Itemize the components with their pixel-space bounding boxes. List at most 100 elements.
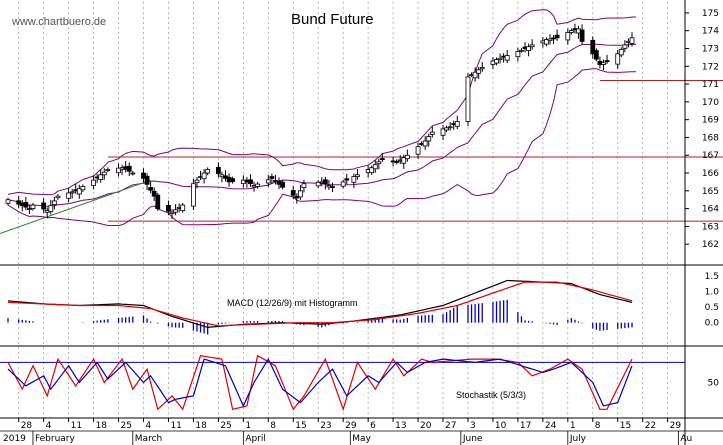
price-tick-label: 167	[702, 151, 719, 161]
date-tick-label: 20	[420, 421, 432, 431]
vertical-grid	[18, 2, 669, 418]
stochastic-panel	[0, 354, 685, 412]
candle-body	[615, 53, 621, 65]
candle-body	[579, 29, 585, 42]
date-tick-label: 28	[21, 421, 33, 431]
candle-body	[554, 34, 560, 39]
axes: 1621631641651661671681691701711721731741…	[0, 9, 723, 445]
date-tick-label: 29	[670, 421, 682, 431]
candle-body	[166, 205, 171, 212]
candle-body	[26, 208, 32, 211]
candle-body	[330, 186, 335, 188]
candle-body	[401, 157, 407, 164]
candle-body	[116, 167, 121, 174]
candle-body	[66, 192, 72, 199]
candle-body	[23, 202, 29, 208]
date-tick-label: 1	[245, 421, 251, 431]
candle-body	[169, 211, 175, 214]
macd-tick-label: 1.0	[705, 287, 720, 297]
candle-body	[551, 37, 556, 40]
chart-title: Bund Future	[291, 11, 374, 28]
price-tick-label: 165	[702, 187, 719, 197]
month-label: June	[462, 434, 483, 444]
candle-body	[369, 167, 375, 174]
candle-body	[479, 67, 485, 70]
stochastic-k-line	[7, 354, 633, 412]
year-label: 2019	[3, 434, 26, 444]
price-tick-label: 170	[702, 98, 719, 108]
date-tick-label: 22	[645, 421, 656, 431]
candle-body	[91, 179, 96, 186]
candle-body	[504, 55, 510, 61]
candle-body	[376, 161, 382, 165]
candle-body	[447, 126, 453, 129]
candle-body	[30, 204, 36, 210]
candle-body	[454, 121, 460, 127]
price-tick-label: 173	[702, 44, 719, 54]
bollinger-lower-band	[7, 68, 636, 226]
candle-body	[444, 127, 449, 131]
candle-body	[141, 172, 146, 179]
candle-body	[55, 195, 61, 199]
month-label: Au	[680, 434, 692, 444]
candle-body	[80, 186, 86, 191]
candle-body	[590, 39, 596, 55]
macd-label: MACD (12/26/9) mit Histogramm	[227, 298, 358, 308]
candle-body	[604, 60, 610, 62]
date-tick-label: 18	[96, 421, 108, 431]
candle-body	[191, 183, 196, 207]
candle-body	[255, 183, 261, 187]
price-tick-label: 169	[702, 116, 719, 126]
date-tick-label: 3	[470, 421, 476, 431]
month-label: July	[569, 434, 587, 444]
candle-body	[515, 51, 521, 58]
candle-body	[248, 179, 253, 185]
macd-panel	[7, 279, 633, 335]
date-tick-label: 25	[121, 421, 132, 431]
price-tick-label: 168	[702, 133, 719, 143]
month-label: April	[245, 434, 266, 444]
candle-body	[465, 76, 471, 122]
date-tick-label: 18	[195, 421, 207, 431]
date-tick-label: 23	[320, 421, 331, 431]
candle-body	[622, 44, 628, 49]
candles	[5, 23, 635, 220]
candle-body	[547, 38, 553, 42]
candle-body	[76, 188, 82, 195]
date-tick-label: 29	[345, 421, 357, 431]
candle-body	[144, 175, 150, 185]
price-tick-label: 162	[702, 240, 719, 250]
candle-body	[151, 190, 157, 197]
price-tick-label: 163	[702, 222, 719, 232]
candle-body	[130, 172, 136, 175]
date-tick-label: 15	[295, 421, 306, 431]
candle-body	[519, 49, 524, 52]
candle-body	[180, 204, 186, 212]
candle-body	[155, 194, 161, 210]
date-tick-label: 25	[220, 421, 231, 431]
candle-body	[404, 154, 410, 160]
date-tick-label: 1	[570, 421, 576, 431]
month-label: March	[135, 434, 162, 444]
date-tick-label: 11	[170, 421, 181, 431]
candle-body	[322, 179, 328, 185]
candle-body	[476, 69, 482, 74]
candle-body	[372, 164, 378, 170]
candle-body	[315, 181, 321, 187]
candle-body	[51, 200, 57, 205]
horizontal-lines	[108, 80, 723, 222]
candle-body	[544, 39, 549, 45]
stochastic-label: Stochastik (5/3/3)	[456, 390, 526, 400]
candle-body	[565, 32, 571, 41]
candle-body	[340, 181, 346, 187]
stochastic-tick-label: 50	[708, 379, 720, 389]
candle-body	[105, 169, 111, 171]
uptrend-line	[0, 179, 151, 235]
candle-body	[269, 176, 275, 179]
date-tick-label: 24	[545, 421, 557, 431]
candle-body	[205, 169, 211, 174]
candle-body	[618, 48, 624, 56]
candle-body	[101, 171, 107, 176]
date-tick-label: 13	[395, 421, 406, 431]
month-label: May	[352, 434, 371, 444]
